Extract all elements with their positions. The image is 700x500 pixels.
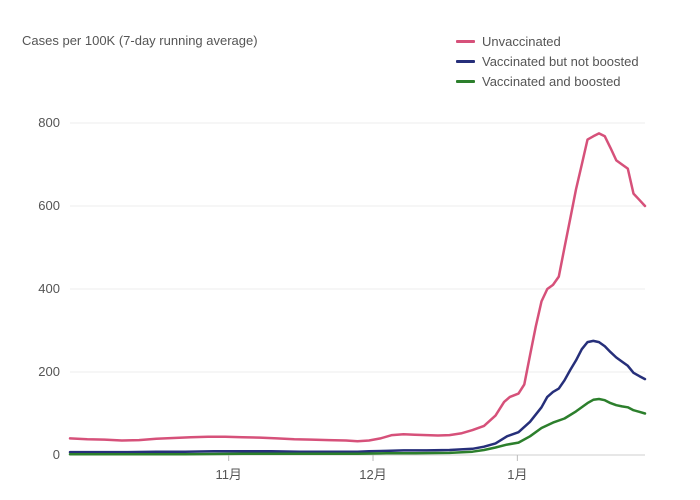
y-tick-label-0: 0 [53,447,60,462]
series-line-vaccinated-boosted [68,397,647,456]
legend-label-vaccinated-not-boosted: Vaccinated but not boosted [482,53,639,69]
x-tick-label-2: 1月 [507,467,527,482]
series-line-unvaccinated [68,132,647,443]
y-tick-label-400: 400 [38,281,60,296]
y-tick-label-200: 200 [38,364,60,379]
legend-item-vaccinated-not-boosted[interactable]: Vaccinated but not boosted [456,51,639,71]
y-tick-label-800: 800 [38,115,60,130]
x-tick-label-1: 12月 [359,467,386,482]
y-axis-label: Cases per 100K (7-day running average) [22,33,258,48]
legend-item-unvaccinated[interactable]: Unvaccinated [456,31,639,51]
series-line-vaccinated-not-boosted [68,339,647,454]
y-tick-label-600: 600 [38,198,60,213]
legend-label-unvaccinated: Unvaccinated [482,33,561,49]
legend-swatch-unvaccinated [456,39,475,43]
legend: Unvaccinated Vaccinated but not boosted … [456,31,639,91]
legend-swatch-vaccinated-boosted [456,79,475,83]
legend-item-vaccinated-boosted[interactable]: Vaccinated and boosted [456,71,639,91]
legend-swatch-vaccinated-not-boosted [456,59,475,63]
x-tick-label-0: 11月 [215,467,242,482]
legend-label-vaccinated-boosted: Vaccinated and boosted [482,73,621,89]
